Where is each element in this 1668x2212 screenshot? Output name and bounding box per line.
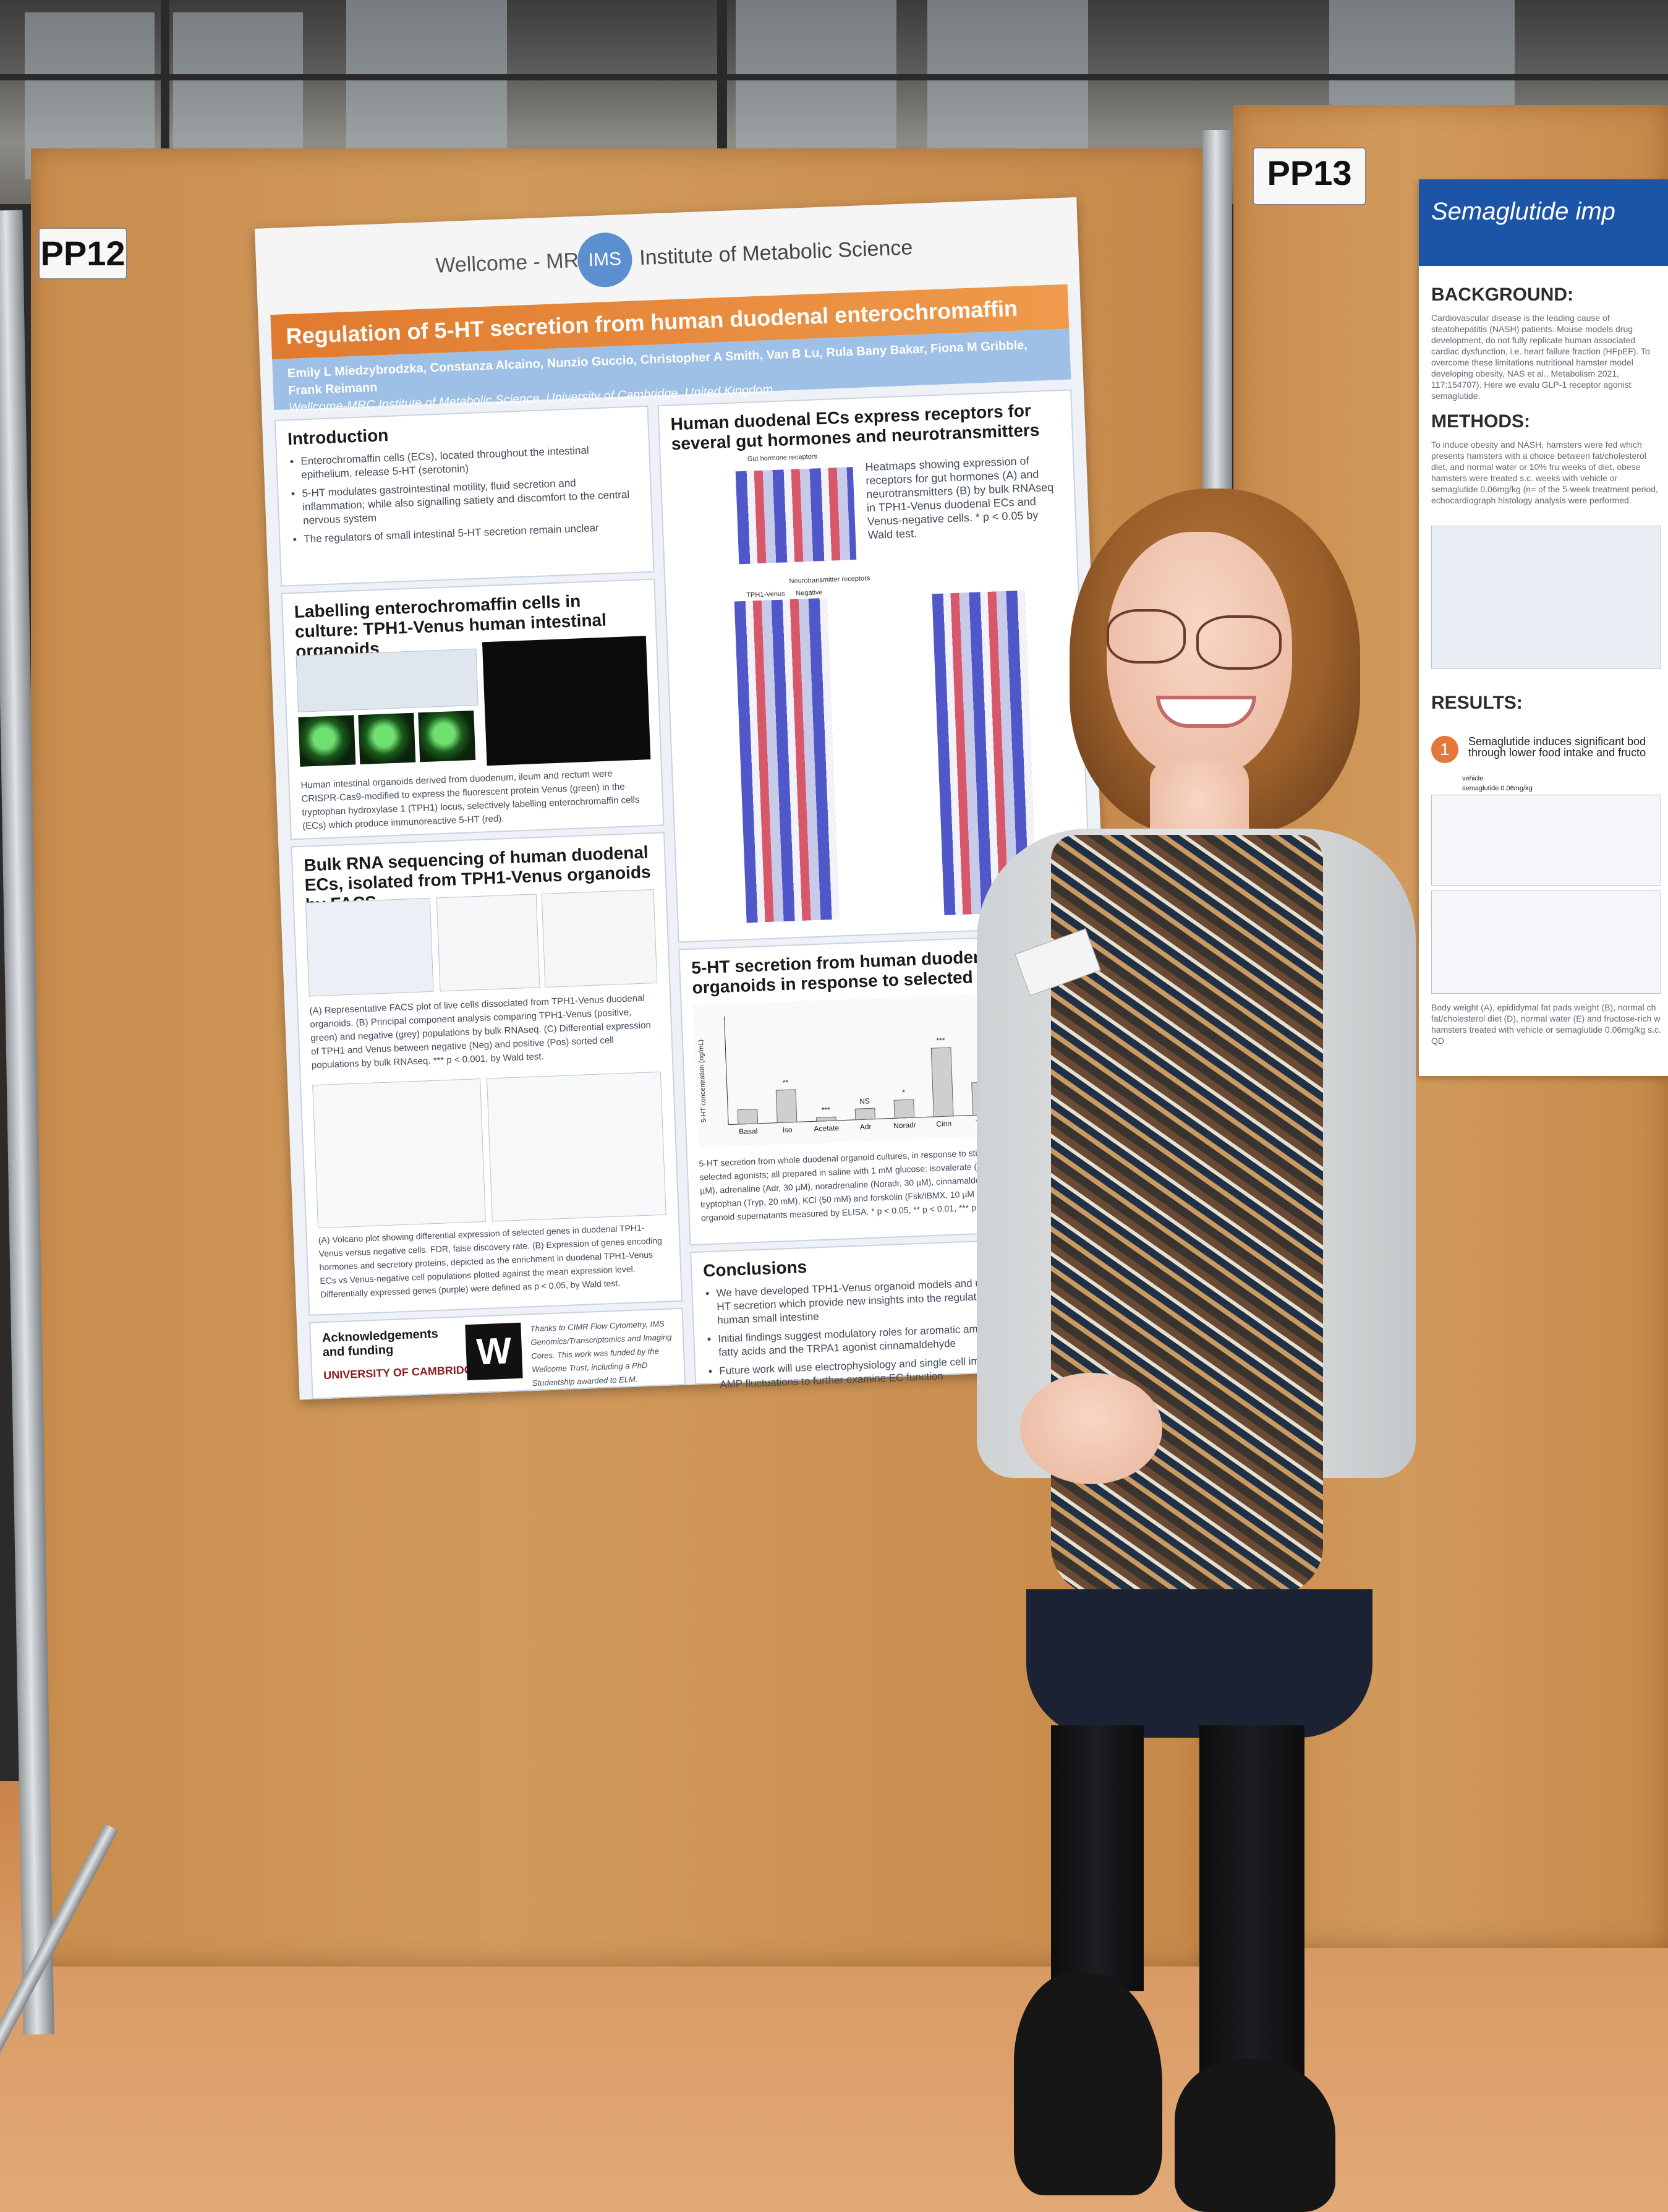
gut-hormone-heatmap	[735, 467, 857, 565]
intro-bullet: 5-HT modulates gastrointestinal motility…	[302, 474, 640, 527]
bar-adr	[854, 1108, 876, 1121]
window-transom	[0, 74, 1668, 80]
organoid-image	[298, 715, 356, 767]
pca-plot	[436, 894, 540, 992]
poster2-methods-text: To induce obesity and NASH, hamsters wer…	[1431, 440, 1658, 505]
poster2-chart-row1	[1431, 795, 1661, 886]
person	[964, 0, 1447, 2212]
col-negative: Negative	[796, 589, 823, 597]
left-boot	[1014, 1973, 1162, 2195]
smile	[1156, 696, 1256, 728]
significance-label: NS	[859, 1096, 870, 1106]
poster2-background-heading: BACKGROUND:	[1431, 284, 1573, 305]
ack-panel: Acknowledgements and funding UNIVERSITY …	[308, 1307, 686, 1399]
significance-label: ***	[936, 1036, 945, 1045]
cambridge-logo: UNIVERSITY OF CAMBRIDGE	[323, 1363, 481, 1382]
hands	[1020, 1373, 1162, 1484]
gut-receptors-label: Gut hormone receptors	[747, 453, 818, 463]
bar-basal	[737, 1108, 759, 1125]
col-tph1-venus: TPH1-Venus	[746, 590, 785, 599]
poster2-footer-text: Body weight (A), epididymal fat pads wei…	[1431, 1002, 1661, 1046]
facs-plot	[305, 897, 434, 997]
wellcome-logo: W	[465, 1322, 523, 1381]
volcano-plot	[312, 1078, 486, 1229]
x-tick-label: Adr	[860, 1122, 872, 1132]
microscopy-grid	[482, 636, 651, 766]
organoid-image	[358, 712, 416, 765]
neurotransmitter-heatmap-left	[734, 597, 840, 923]
board-label-pp12: PP12	[38, 228, 127, 280]
left-leg	[1051, 1725, 1144, 1991]
poster2-result-text: Semaglutide induces significant bod thro…	[1468, 735, 1646, 759]
bar-noradr	[893, 1099, 915, 1119]
poster2-legend-semaglutide: semaglutide 0.06mg/kg	[1462, 785, 1533, 792]
volcano-caption: (A) Volcano plot showing differential ex…	[318, 1222, 663, 1300]
y-axis-label: 5-HT concentration (ng/mL)	[697, 1040, 708, 1123]
poster2-background-text: Cardiovascular disease is the leading ca…	[1431, 313, 1650, 401]
ack-heading: Acknowledgements and funding	[321, 1326, 439, 1360]
bar-iso	[775, 1089, 798, 1124]
organoid-image	[418, 710, 476, 762]
bar-acetate	[815, 1116, 836, 1122]
y-axis	[723, 1016, 729, 1125]
board-label-pp13: PP13	[1253, 147, 1366, 205]
significance-label: **	[783, 1078, 789, 1087]
glasses-lens-left	[1107, 609, 1186, 664]
significance-label: *	[902, 1088, 906, 1096]
poster2-result-number: 1	[1431, 736, 1458, 763]
poster2-chart-row2	[1431, 890, 1661, 994]
window-pane	[1329, 0, 1515, 124]
background-windows	[0, 0, 1668, 204]
enrichment-plot	[487, 1071, 666, 1222]
labelling-caption: Human intestinal organoids derived from …	[300, 768, 640, 832]
gene-construct-diagram	[296, 648, 479, 712]
research-poster-right: Semaglutide imp BACKGROUND: Cardiovascul…	[1419, 179, 1668, 1076]
expression-plot	[541, 889, 658, 988]
x-tick-label: Basal	[739, 1127, 758, 1136]
poster2-title: Semaglutide imp	[1419, 179, 1668, 266]
ack-text: Thanks to CIMR Flow Cytometry, IMS Genom…	[530, 1318, 672, 1388]
poster2-methods-heading: METHODS:	[1431, 411, 1530, 432]
significance-label: ***	[821, 1105, 830, 1114]
glasses-lens-right	[1196, 615, 1282, 670]
x-tick-label: Acetate	[814, 1124, 840, 1134]
bar-cinn	[930, 1047, 954, 1117]
x-tick-label: Cinn	[936, 1119, 951, 1129]
right-leg	[1199, 1725, 1304, 2096]
x-tick-label: Iso	[782, 1125, 793, 1135]
bulk-rna-panel: Bulk RNA sequencing of human duodenal EC…	[291, 832, 683, 1316]
intro-panel: Introduction Enterochromaffin cells (ECs…	[274, 405, 655, 587]
neuro-receptors-label: Neurotransmitter receptors	[789, 574, 870, 586]
bulk-rna-caption: (A) Representative FACS plot of live cel…	[309, 993, 652, 1071]
labelling-panel: Labelling enterochromaffin cells in cult…	[281, 578, 665, 840]
right-boot	[1175, 2059, 1335, 2212]
poster2-methods-figure	[1431, 526, 1661, 669]
x-tick-label: Noradr	[893, 1121, 916, 1130]
poster2-results-heading: RESULTS:	[1431, 693, 1523, 713]
poster2-legend-vehicle: vehicle	[1462, 775, 1484, 782]
skirt-hem	[1026, 1589, 1372, 1738]
